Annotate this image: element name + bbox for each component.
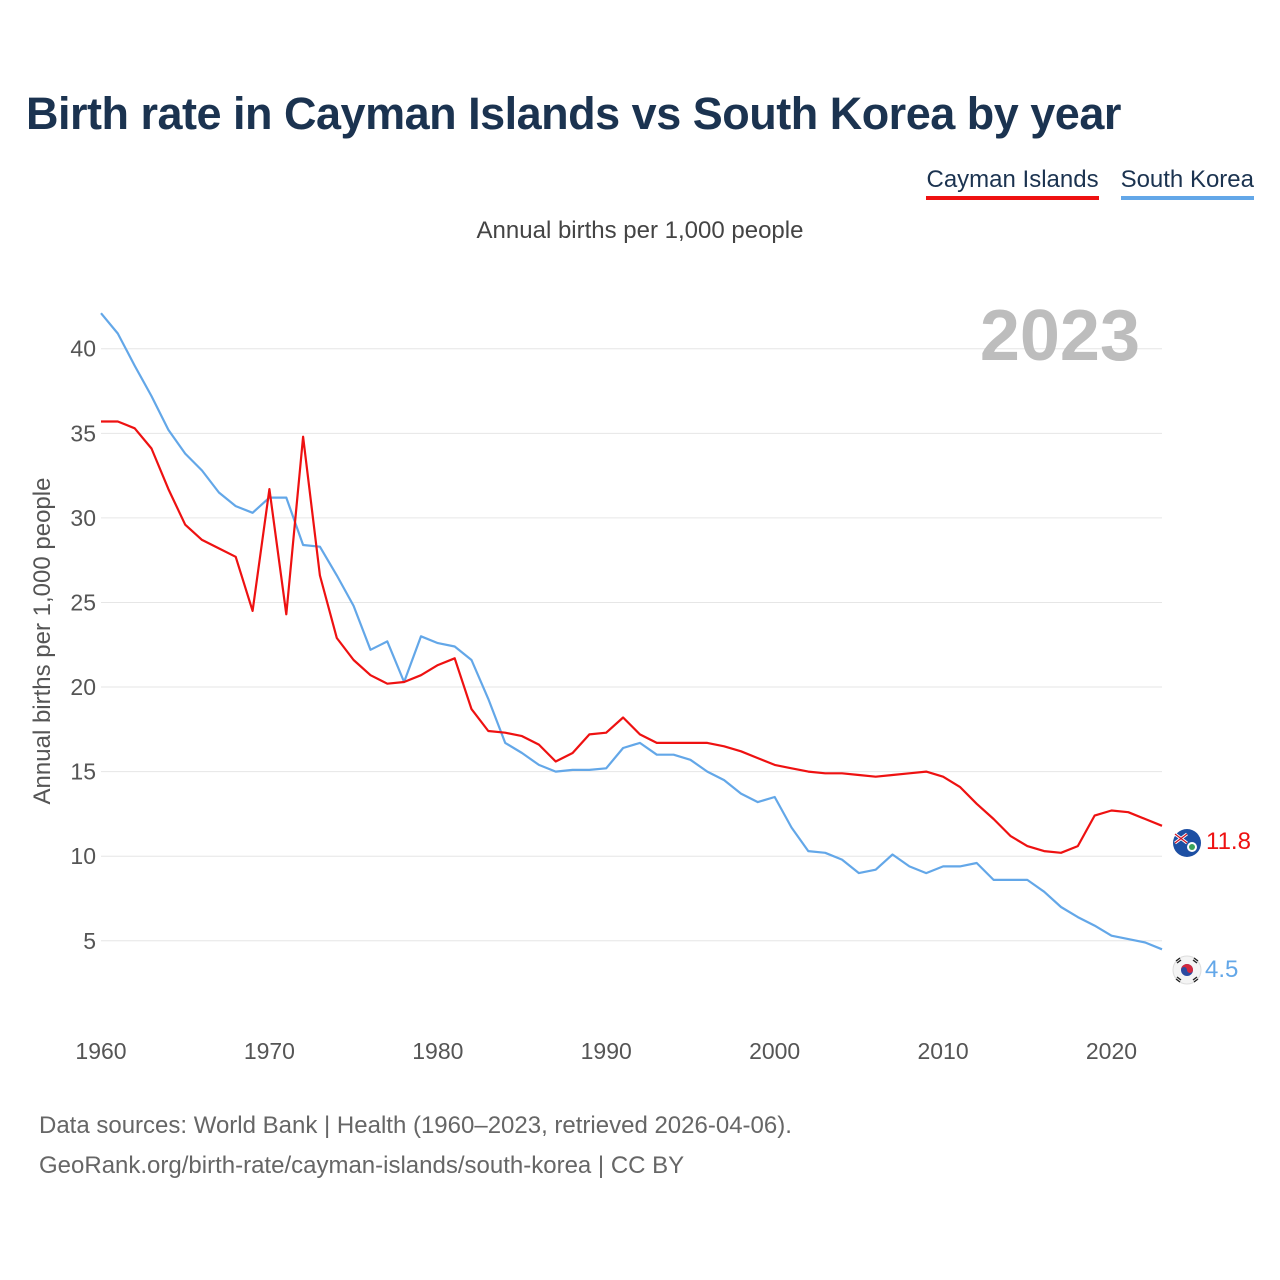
y-tick-label: 5: [83, 928, 96, 954]
y-tick-label: 40: [70, 336, 96, 362]
x-tick-label: 1960: [75, 1038, 126, 1064]
series-line-south-korea: [100, 312, 1163, 951]
legend: Cayman Islands South Korea: [926, 166, 1254, 200]
legend-item-south-korea[interactable]: South Korea: [1120, 166, 1254, 200]
x-tick-label: 1990: [581, 1038, 632, 1064]
x-axis-ticks: 1960 1970 1980 1990 2000 2010 2020: [75, 1038, 1137, 1064]
cayman-islands-flag-icon: [1173, 829, 1201, 857]
cayman-islands-end-value: 11.8: [1206, 828, 1251, 855]
series-line-cayman-islands: [101, 420, 1163, 854]
chart-title: Birth rate in Cayman Islands vs South Ko…: [26, 88, 1121, 139]
chart-subtitle: Annual births per 1,000 people: [476, 217, 804, 244]
series-lines: [100, 312, 1163, 951]
y-tick-label: 10: [70, 843, 96, 869]
y-tick-label: 25: [70, 589, 96, 615]
y-axis-label: Annual births per 1,000 people: [29, 478, 56, 805]
y-tick-label: 15: [70, 759, 96, 785]
x-tick-label: 1970: [244, 1038, 295, 1064]
source-link[interactable]: GeoRank.org/birth-rate/cayman-islands/so…: [39, 1152, 685, 1179]
x-tick-label: 2010: [917, 1038, 968, 1064]
y-tick-label: 30: [70, 505, 96, 531]
data-source-note: Data sources: World Bank | Health (1960–…: [39, 1112, 792, 1139]
y-tick-label: 20: [70, 674, 96, 700]
y-axis-ticks: 5 10 15 20 25 30 35 40: [70, 336, 96, 954]
footer: Data sources: World Bank | Health (1960–…: [39, 1106, 792, 1186]
x-tick-label: 1980: [412, 1038, 463, 1064]
south-korea-end-value: 4.5: [1205, 956, 1238, 983]
legend-item-cayman-islands[interactable]: Cayman Islands: [926, 166, 1099, 200]
y-tick-label: 35: [70, 420, 96, 446]
x-tick-label: 2020: [1086, 1038, 1137, 1064]
end-markers: 11.8 4.5: [1172, 828, 1251, 985]
south-korea-flag-icon: [1172, 955, 1202, 985]
gridlines: [101, 348, 1162, 942]
x-tick-label: 2000: [749, 1038, 800, 1064]
year-watermark: 2023: [980, 296, 1140, 376]
